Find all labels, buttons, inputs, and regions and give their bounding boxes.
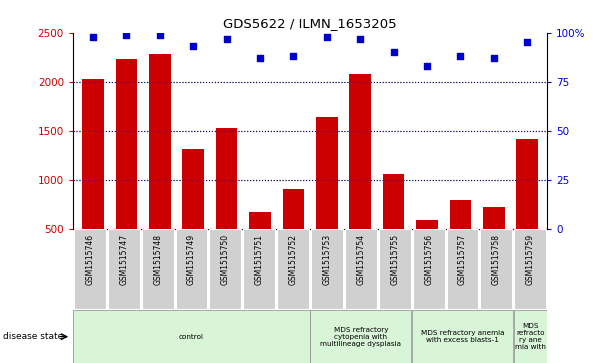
Text: GSM1515747: GSM1515747 xyxy=(119,234,128,285)
Bar xyxy=(379,229,410,309)
Point xyxy=(322,34,331,40)
Point xyxy=(122,32,131,37)
Bar xyxy=(116,59,137,278)
Text: GSM1515757: GSM1515757 xyxy=(458,234,467,285)
Text: GSM1515746: GSM1515746 xyxy=(85,234,94,285)
Bar xyxy=(216,128,238,278)
Text: GSM1515756: GSM1515756 xyxy=(424,234,433,285)
Title: GDS5622 / ILMN_1653205: GDS5622 / ILMN_1653205 xyxy=(223,17,397,30)
Bar xyxy=(311,229,343,309)
Bar xyxy=(108,229,140,309)
Bar xyxy=(311,310,412,363)
Bar xyxy=(176,229,207,309)
Bar xyxy=(316,117,337,278)
Bar xyxy=(514,229,546,309)
Text: GSM1515753: GSM1515753 xyxy=(322,234,331,285)
Bar xyxy=(74,310,309,363)
Bar xyxy=(74,229,106,309)
Bar xyxy=(416,220,438,278)
Bar xyxy=(182,149,204,278)
Text: GSM1515759: GSM1515759 xyxy=(526,234,535,285)
Point xyxy=(289,53,299,59)
Text: GSM1515754: GSM1515754 xyxy=(356,234,365,285)
Point xyxy=(389,49,398,55)
Bar xyxy=(483,207,505,278)
Point xyxy=(455,53,465,59)
Text: GSM1515752: GSM1515752 xyxy=(289,234,298,285)
Text: MDS
refracto
ry ane
mia with: MDS refracto ry ane mia with xyxy=(515,323,546,350)
Bar xyxy=(382,174,404,278)
Bar xyxy=(449,200,471,278)
Point xyxy=(88,34,98,40)
Bar xyxy=(82,79,104,278)
Bar xyxy=(142,229,173,309)
Text: control: control xyxy=(179,334,204,340)
Bar xyxy=(447,229,478,309)
Bar xyxy=(249,212,271,278)
Text: GSM1515749: GSM1515749 xyxy=(187,234,196,285)
Text: GSM1515748: GSM1515748 xyxy=(153,234,162,285)
Bar xyxy=(516,139,538,278)
Bar xyxy=(277,229,309,309)
Text: GSM1515755: GSM1515755 xyxy=(390,234,399,285)
Bar xyxy=(350,74,371,278)
Text: MDS refractory
cytopenia with
multilineage dysplasia: MDS refractory cytopenia with multilinea… xyxy=(320,327,401,347)
Bar xyxy=(210,229,241,309)
Text: disease state: disease state xyxy=(3,332,63,341)
Text: GSM1515751: GSM1515751 xyxy=(255,234,264,285)
Point xyxy=(188,44,198,49)
Point xyxy=(489,55,499,61)
Text: MDS refractory anemia
with excess blasts-1: MDS refractory anemia with excess blasts… xyxy=(421,330,504,343)
Bar xyxy=(345,229,377,309)
Point xyxy=(255,55,265,61)
Text: GSM1515758: GSM1515758 xyxy=(492,234,501,285)
Bar xyxy=(413,229,444,309)
Bar xyxy=(149,54,171,278)
Bar xyxy=(283,188,304,278)
Bar xyxy=(412,310,513,363)
Point xyxy=(422,63,432,69)
Text: GSM1515750: GSM1515750 xyxy=(221,234,230,285)
Bar xyxy=(243,229,275,309)
Point xyxy=(522,40,532,45)
Bar xyxy=(514,310,547,363)
Point xyxy=(155,32,165,37)
Point xyxy=(222,36,232,41)
Bar xyxy=(480,229,513,309)
Point xyxy=(355,36,365,41)
